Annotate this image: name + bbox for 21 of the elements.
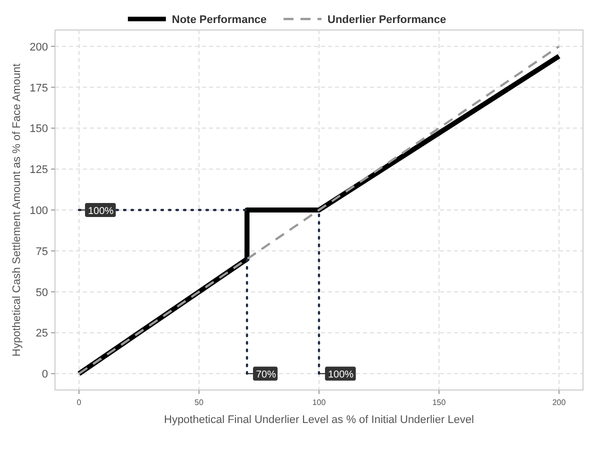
y-tick-label: 50 [36,286,48,299]
y-tick-label: 125 [30,164,48,176]
y-tick-label: 75 [36,246,48,258]
y-tick-label: 100 [30,205,48,217]
y-tick-label: 200 [30,41,48,54]
legend-label: Note Performance [172,14,267,26]
annotation: 100% [328,370,354,381]
y-tick-label: 0 [42,368,48,381]
y-tick-label: 150 [30,123,48,136]
legend-label: Underlier Performance [328,14,446,26]
x-tick-label: 0 [76,398,82,407]
x-tick-label: 50 [194,398,204,407]
y-axis-title: Hypothetical Cash Settlement Amount as % of Face Amount [11,64,23,356]
annotation: 100% [88,206,114,217]
annotation: 70% [256,370,276,381]
x-tick-label: 150 [432,398,446,407]
y-tick-label: 25 [36,328,48,340]
x-tick-label: 100 [312,398,326,407]
x-axis-title: Hypothetical Final Underlier Level as % of Initial Underlier Level [164,414,474,426]
x-tick-label: 200 [552,398,566,407]
y-tick-label: 175 [30,82,48,94]
